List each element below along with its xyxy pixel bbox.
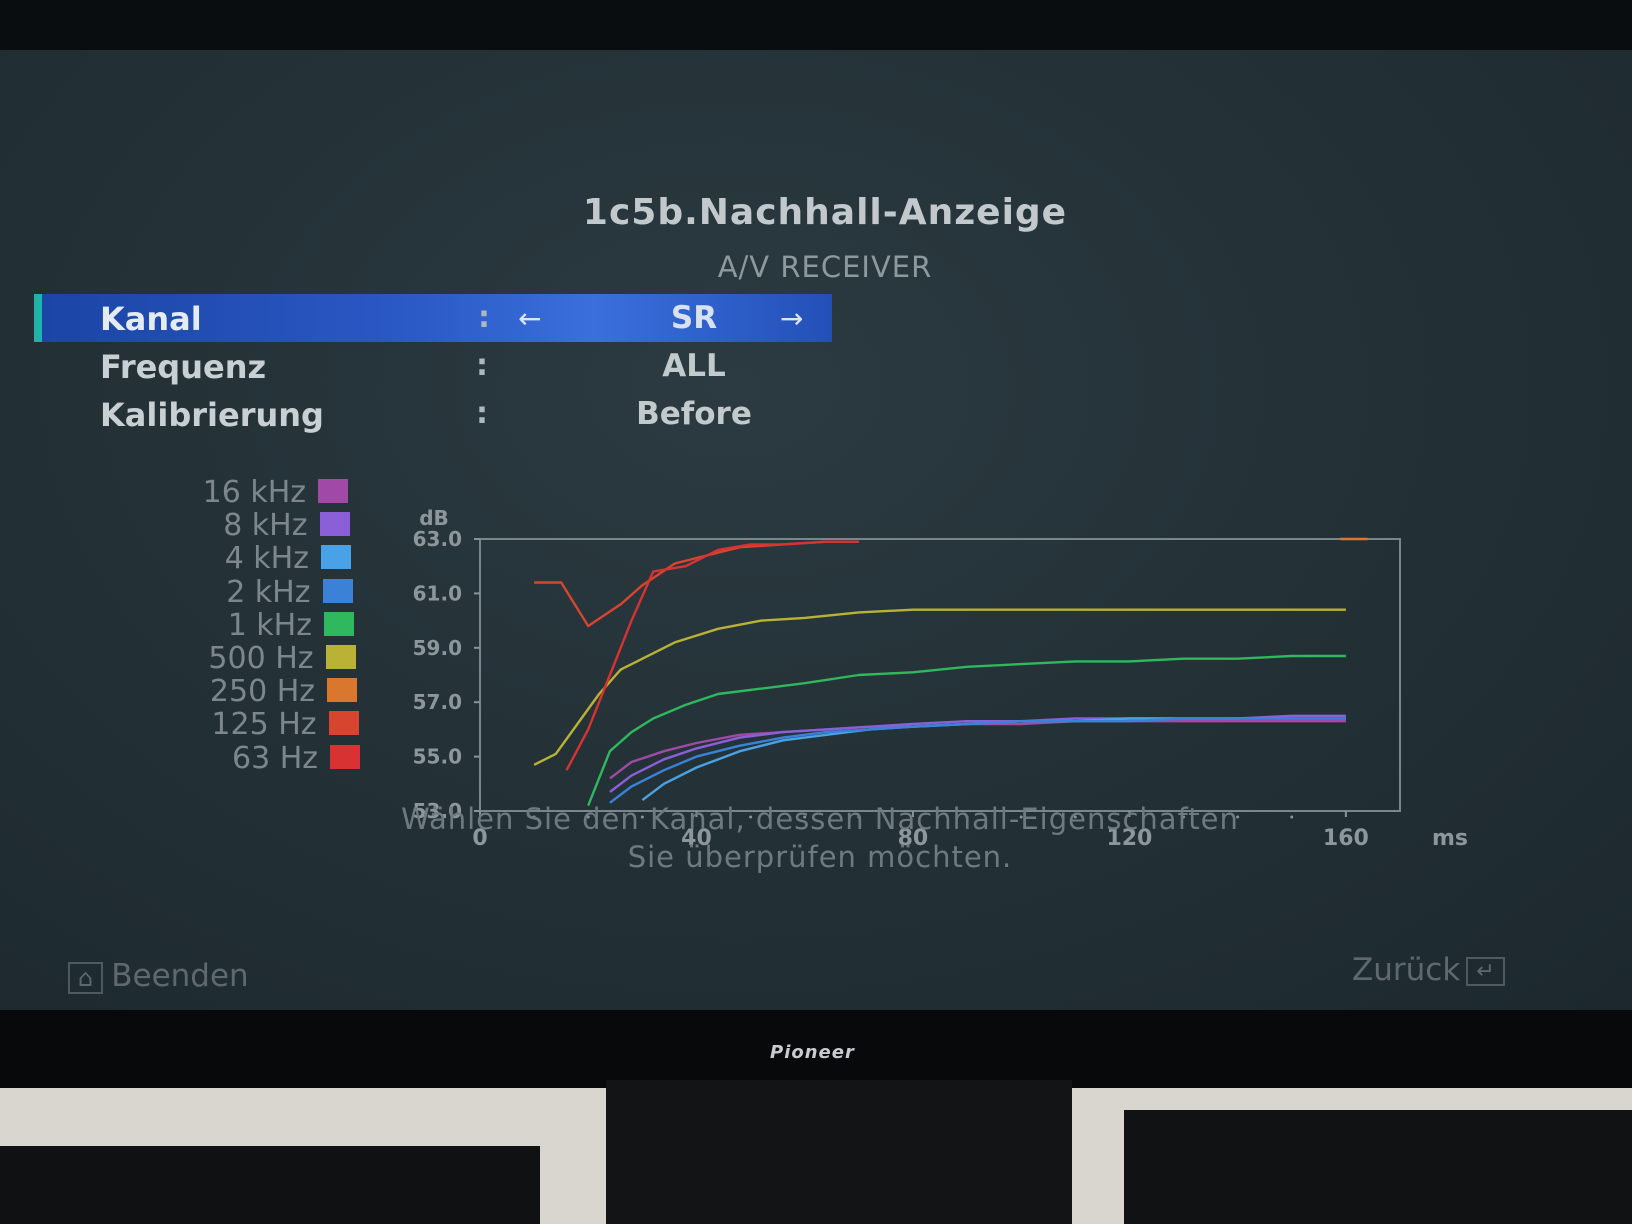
menu-item-kanal[interactable]: Kanal : ← SR → <box>34 294 832 342</box>
tv-lower-bezel <box>0 1010 1632 1090</box>
legend-label: 1 kHz <box>227 607 312 643</box>
exit-label: Beenden <box>111 958 249 994</box>
home-key-icon: ⌂ <box>68 961 104 994</box>
legend-item: 500 Hz <box>48 641 368 676</box>
x-minor-dot <box>1182 815 1186 819</box>
legend-item: 16 kHz <box>40 475 360 510</box>
series-line <box>565 540 859 771</box>
legend-swatch <box>319 512 350 537</box>
menu-item-kalibrierung[interactable]: Kalibrierung : Before <box>34 390 824 438</box>
page-subtitle: A/V RECEIVER <box>717 250 933 284</box>
series-line <box>533 608 1346 766</box>
arrow-left-icon[interactable]: ← <box>518 302 542 335</box>
legend-swatch <box>328 711 359 736</box>
x-minor-dot <box>1290 815 1294 819</box>
y-tick-label: 59.0 <box>413 636 462 660</box>
back-hint[interactable]: Zurück ↵ <box>1352 952 1505 988</box>
menu-item-frequenz[interactable]: Frequenz : ALL <box>34 342 824 390</box>
y-tick-label: 55.0 <box>413 745 462 769</box>
menu-item-label: Kanal <box>100 300 202 338</box>
legend-item: 250 Hz <box>49 674 369 710</box>
x-minor-dot <box>586 815 590 819</box>
x-minor-dot <box>1236 815 1240 819</box>
series-line <box>641 717 1346 802</box>
plot-frame <box>479 538 1401 812</box>
y-tick-label: 61.0 <box>413 581 462 605</box>
y-tick-label: 63.0 <box>413 527 462 551</box>
reverb-chart: 63.0 61.0 59.0 57.0 55.0 53.0 dB 0 40 80 120 160 ms <box>413 506 1468 851</box>
legend-label: 4 kHz <box>224 541 309 577</box>
y-axis-label: dB <box>419 506 449 530</box>
x-tick-label: 160 <box>1323 826 1369 851</box>
legend-label: 125 Hz <box>211 707 317 743</box>
menu-item-colon: : <box>476 396 488 431</box>
x-tick-label: 120 <box>1106 826 1152 851</box>
menu-item-value: SR <box>670 300 718 336</box>
legend-item: 125 Hz <box>51 707 371 743</box>
x-minor-dot <box>640 815 644 819</box>
x-minor-dot <box>1073 815 1077 819</box>
menu-item-colon: : <box>478 300 490 335</box>
x-minor-dot <box>965 815 969 819</box>
hint-line-2: Sie überprüfen möchten. <box>627 840 1013 874</box>
series-line <box>534 540 859 628</box>
tv-screen: 1c5b.Nachhall-Anzeige A/V RECEIVER Kanal… <box>0 50 1632 1010</box>
return-key-icon: ↵ <box>1466 957 1505 986</box>
legend-swatch <box>324 611 354 636</box>
menu-item-colon: : <box>476 348 488 383</box>
menu-item-value: Before <box>636 396 752 432</box>
menu-item-label: Frequenz <box>100 348 267 386</box>
page-title: 1c5b.Nachhall-Anzeige <box>582 192 1068 233</box>
exit-hint[interactable]: ⌂ Beenden <box>68 958 249 994</box>
x-tick-label: 40 <box>681 826 712 851</box>
legend-swatch <box>322 578 353 603</box>
legend-label: 63 Hz <box>231 740 318 776</box>
legend-label: 500 Hz <box>208 641 314 676</box>
legend-item: 4 kHz <box>43 541 363 577</box>
hint-line-1: Wählen Sie den Kanal, dessen Nachhall-Ei… <box>401 802 1239 836</box>
x-minor-dot <box>857 815 861 819</box>
arrow-right-icon[interactable]: → <box>780 302 804 335</box>
y-tick-label: 57.0 <box>413 690 462 714</box>
series-line <box>609 714 1346 793</box>
x-minor-dot <box>749 815 753 819</box>
legend-swatch <box>330 744 360 769</box>
legend-swatch <box>318 479 348 503</box>
right-speaker <box>1124 1110 1632 1224</box>
menu-item-label: Kalibrierung <box>100 396 324 434</box>
legend-swatch <box>325 645 356 669</box>
legend-label: 2 kHz <box>226 574 311 610</box>
x-tick-label: 80 <box>898 826 929 851</box>
center-speaker <box>606 1080 1072 1224</box>
left-speaker <box>0 1146 540 1224</box>
series-line <box>587 654 1346 807</box>
legend-label: 250 Hz <box>209 674 315 710</box>
y-tick-label: 53.0 <box>413 799 462 823</box>
x-tick-label: 0 <box>472 826 487 851</box>
legend-label: 16 kHz <box>202 475 306 510</box>
x-axis-label: ms <box>1432 826 1468 851</box>
legend-swatch <box>321 545 351 570</box>
x-minor-dot <box>532 815 536 819</box>
menu-item-value: ALL <box>662 348 726 384</box>
back-label: Zurück <box>1352 952 1461 988</box>
legend-item: 1 kHz <box>46 607 366 643</box>
legend-swatch <box>327 678 357 703</box>
x-minor-dot <box>1019 815 1023 819</box>
legend-item: 63 Hz <box>52 740 372 776</box>
legend-item: 2 kHz <box>45 574 365 610</box>
legend-item: 8 kHz <box>42 508 362 544</box>
tv-brand-logo: Pioneer <box>770 1042 855 1063</box>
x-minor-dot <box>803 815 807 819</box>
legend-label: 8 kHz <box>223 508 308 544</box>
series-line <box>609 717 1346 804</box>
